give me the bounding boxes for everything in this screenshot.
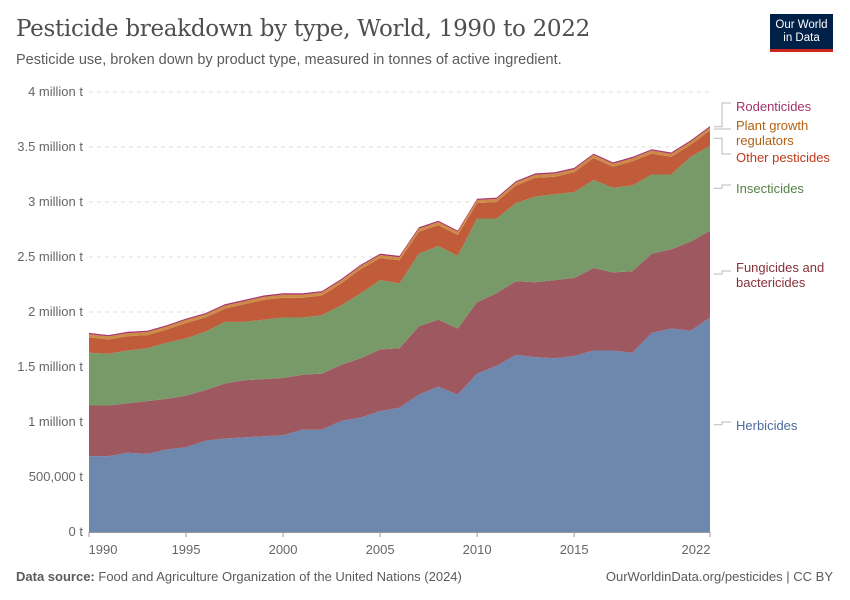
series-label-other: Other pesticides (736, 150, 830, 165)
x-tick-label: 1990 (89, 542, 118, 557)
x-tick-label: 2022 (682, 542, 711, 557)
label-connector (714, 137, 731, 155)
series-label-insecticides: Insecticides (736, 181, 804, 196)
y-tick-label: 1 million t (28, 414, 83, 429)
x-tick-label: 2015 (560, 542, 589, 557)
source-text[interactable]: Food and Agriculture Organization of the… (98, 569, 462, 584)
chart-title: Pesticide breakdown by type, World, 1990… (16, 16, 590, 42)
label-connector (714, 270, 731, 275)
y-tick-label: 2.5 million t (17, 249, 83, 264)
series-label-rodenticides: Rodenticides (736, 99, 812, 114)
series-label-pgr_2: regulators (736, 133, 794, 148)
area-insecticides[interactable] (89, 145, 710, 406)
y-tick-label: 0 t (69, 524, 84, 539)
y-tick-label: 500,000 t (29, 469, 84, 484)
credit-link[interactable]: OurWorldinData.org/pesticides | CC BY (605, 569, 833, 584)
x-tick-label: 2000 (269, 542, 298, 557)
label-connector (714, 184, 731, 189)
y-tick-label: 4 million t (28, 84, 83, 99)
data-source: Data source: Food and Agriculture Organi… (16, 569, 462, 584)
label-connector (714, 421, 731, 426)
owid-logo[interactable]: Our World in Data (770, 14, 833, 52)
y-tick-label: 3 million t (28, 194, 83, 209)
chart-subtitle: Pesticide use, broken down by product ty… (16, 52, 562, 68)
area-herbicides[interactable] (89, 317, 710, 533)
x-tick-label: 2010 (463, 542, 492, 557)
series-label-fung_1: Fungicides and (736, 260, 824, 275)
area-other-pesticides[interactable] (89, 130, 710, 354)
area-fungicides-and-bactericides[interactable] (89, 230, 710, 457)
label-connector (714, 102, 731, 128)
x-tick-label: 1995 (172, 542, 201, 557)
source-label: Data source: (16, 569, 95, 584)
y-tick-label: 1.5 million t (17, 359, 83, 374)
series-label-fung_2: bactericides (736, 275, 806, 290)
series-label-pgr_1: Plant growth (736, 118, 808, 133)
series-label-herbicides: Herbicides (736, 418, 798, 433)
y-tick-label: 2 million t (28, 304, 83, 319)
y-tick-label: 3.5 million t (17, 139, 83, 154)
x-tick-label: 2005 (366, 542, 395, 557)
